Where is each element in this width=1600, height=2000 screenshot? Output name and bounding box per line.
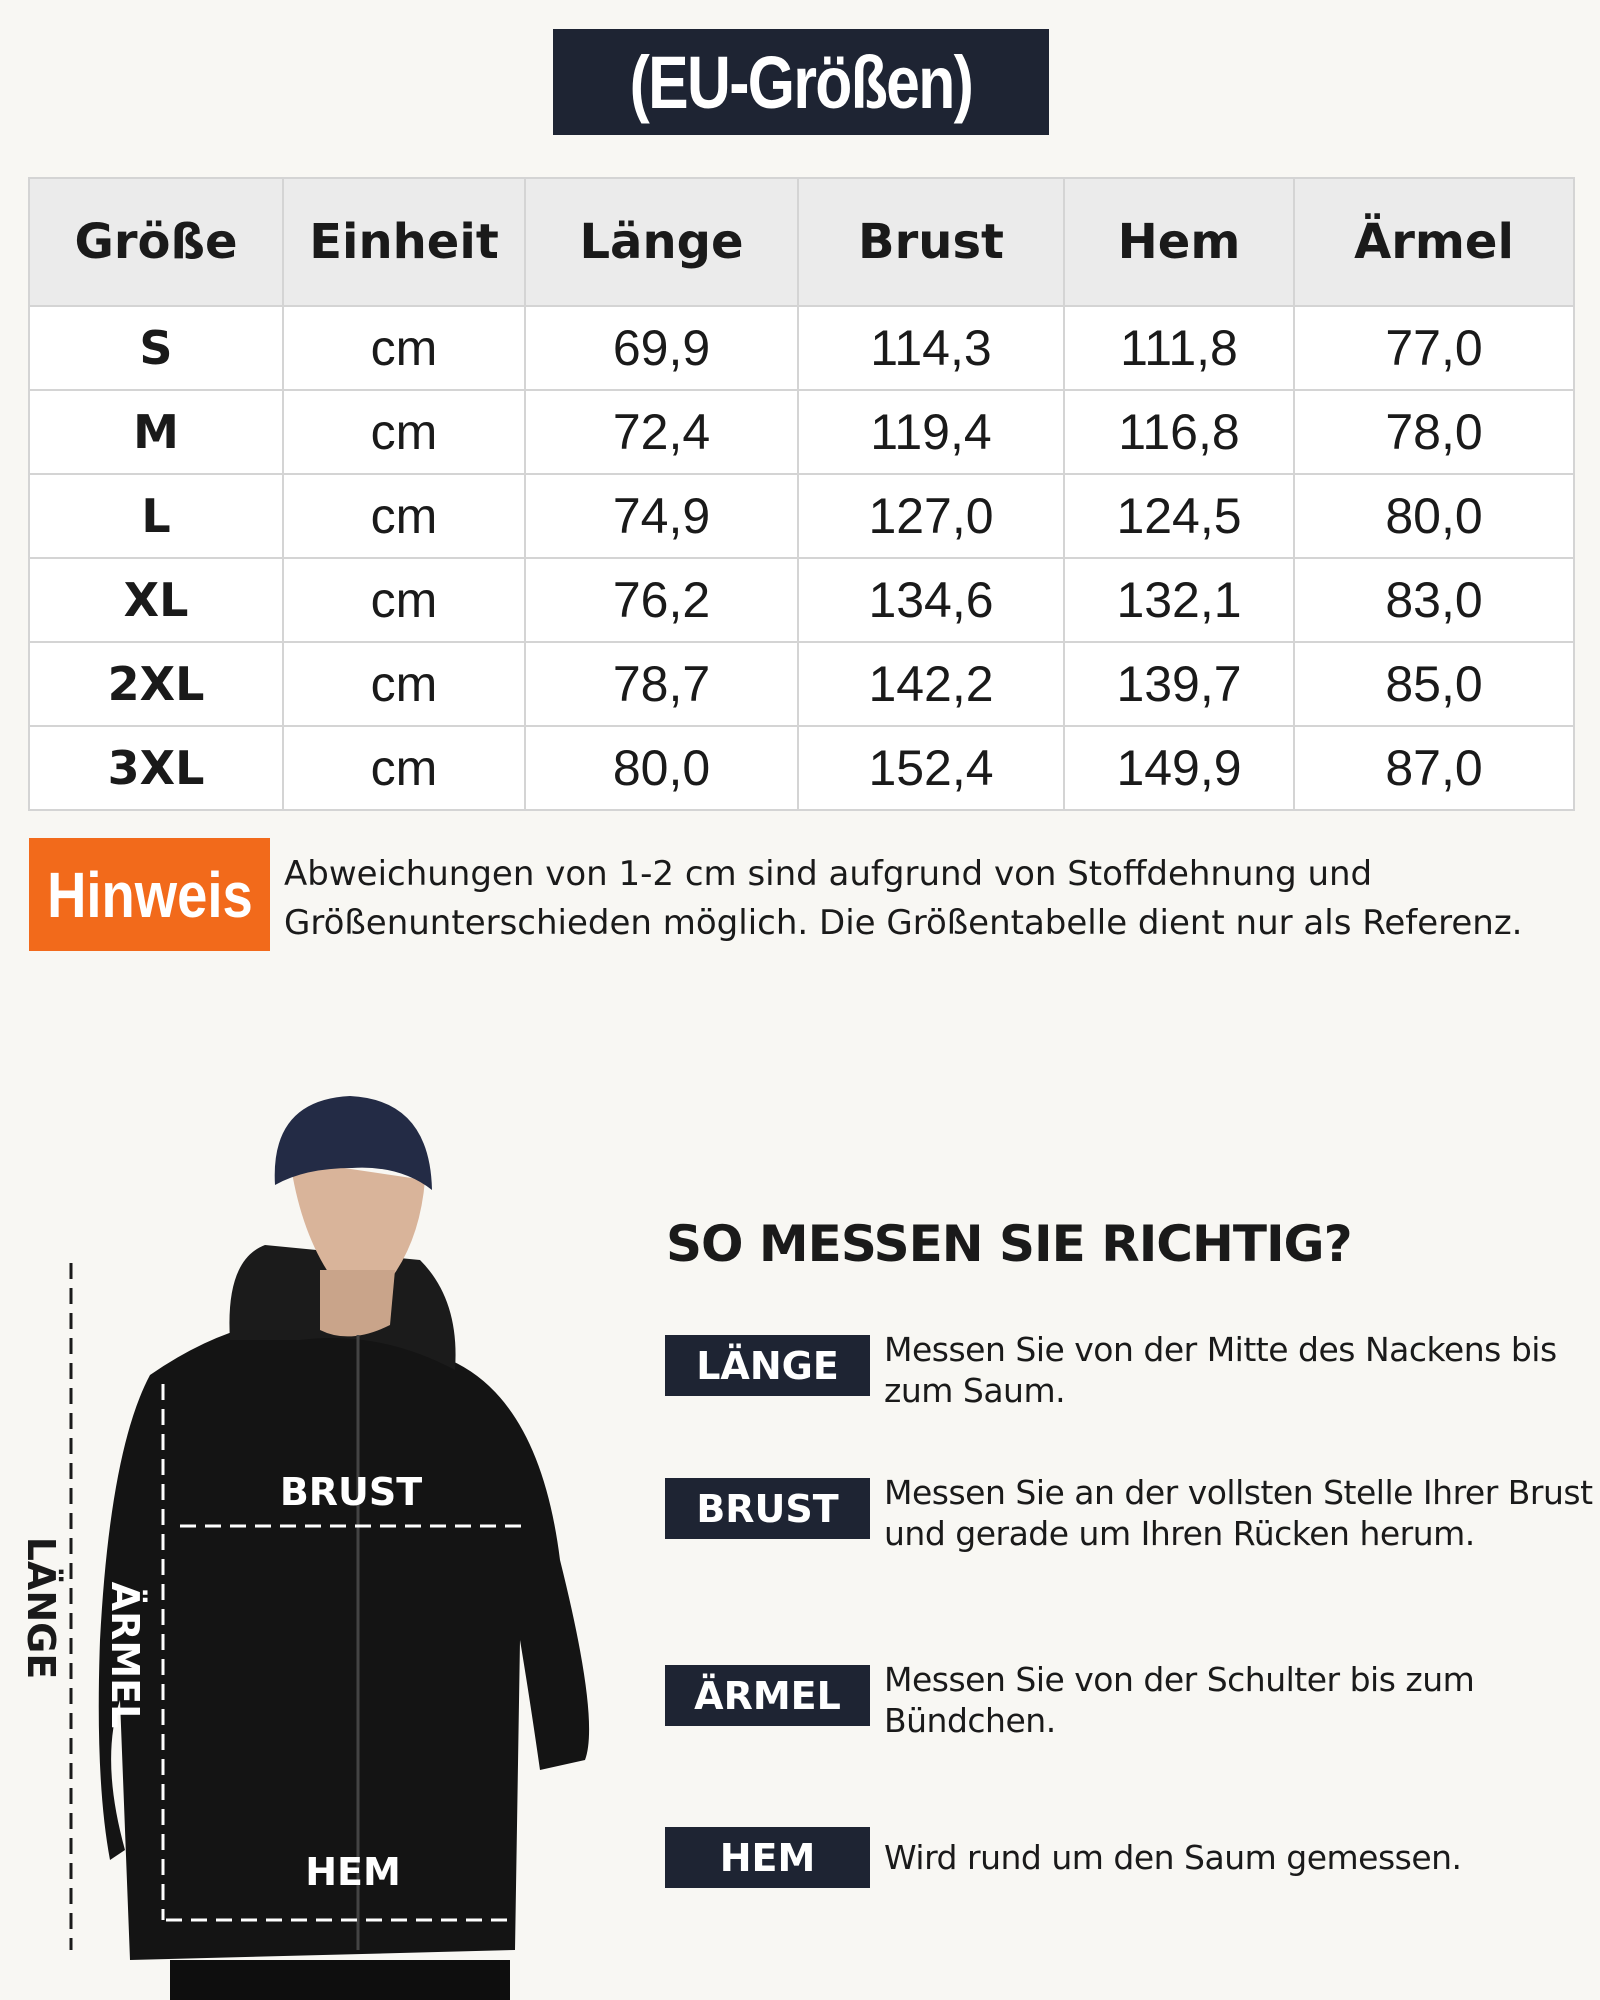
note-badge: Hinweis [29, 838, 270, 951]
size-cell: S [28, 305, 284, 391]
table-cell: cm [282, 641, 526, 727]
brust-label: BRUST [280, 1470, 422, 1514]
table-cell: 134,6 [797, 557, 1065, 643]
jacket-figure: BRUST HEM LÄNGE ÄRMEL [19, 1096, 590, 2000]
size-cell: M [28, 389, 284, 475]
aermel-label: ÄRMEL [103, 1582, 147, 1729]
table-cell: 80,0 [1293, 473, 1575, 559]
jacket [98, 1320, 590, 1960]
column-header: Größe [28, 177, 284, 307]
table-cell: 127,0 [797, 473, 1065, 559]
table-cell: cm [282, 305, 526, 391]
note-label: Hinweis [46, 858, 253, 931]
table-cell: 124,5 [1063, 473, 1295, 559]
table-cell: 142,2 [797, 641, 1065, 727]
column-header: Hem [1063, 177, 1295, 307]
table-cell: 78,7 [524, 641, 799, 727]
header-row: Größe Einheit Länge Brust Hem Ärmel [28, 177, 1575, 307]
table-cell: 149,9 [1063, 725, 1295, 811]
table-cell: 76,2 [524, 557, 799, 643]
table-row: 2XL cm 78,7 142,2 139,7 85,0 [28, 641, 1575, 727]
title: (EU-Größen) [629, 40, 974, 124]
table-cell: 116,8 [1063, 389, 1295, 475]
column-header: Einheit [282, 177, 526, 307]
face [290, 1160, 425, 1289]
beanie [274, 1096, 432, 1190]
table-cell: 85,0 [1293, 641, 1575, 727]
size-cell: XL [28, 557, 284, 643]
column-header: Ärmel [1293, 177, 1575, 307]
table-cell: 72,4 [524, 389, 799, 475]
table-cell: 74,9 [524, 473, 799, 559]
table-cell: cm [282, 473, 526, 559]
guide-text: Messen Sie von der Mitte des Nackens bis… [884, 1330, 1557, 1410]
guide-label: BRUST [665, 1478, 870, 1539]
table-cell: 83,0 [1293, 557, 1575, 643]
trousers [170, 1960, 510, 2000]
table-cell: cm [282, 725, 526, 811]
guide-text: Messen Sie von der Schulter bis zum Bünd… [884, 1660, 1475, 1740]
table-row: XL cm 76,2 134,6 132,1 83,0 [28, 557, 1575, 643]
table-cell: 139,7 [1063, 641, 1295, 727]
table-cell: 132,1 [1063, 557, 1295, 643]
guide-title: SO MESSEN SIE RICHTIG? [666, 1215, 1353, 1273]
guide-label: HEM [665, 1827, 870, 1888]
size-cell: L [28, 473, 284, 559]
table-cell: 152,4 [797, 725, 1065, 811]
table-cell: 114,3 [797, 305, 1065, 391]
table-row: 3XL cm 80,0 152,4 149,9 87,0 [28, 725, 1575, 811]
note-text: Abweichungen von 1-2 cm sind aufgrund vo… [284, 854, 1523, 943]
column-header: Brust [797, 177, 1065, 307]
neck [320, 1270, 395, 1337]
size-cell: 2XL [28, 641, 284, 727]
table-cell: 87,0 [1293, 725, 1575, 811]
table-cell: 119,4 [797, 389, 1065, 475]
column-header: Länge [524, 177, 799, 307]
title-banner: (EU-Größen) [553, 29, 1049, 135]
table-cell: cm [282, 557, 526, 643]
table-cell: 77,0 [1293, 305, 1575, 391]
size-cell: 3XL [28, 725, 284, 811]
guide-text: Messen Sie an der vollsten Stelle Ihrer … [884, 1473, 1593, 1553]
guide-label: ÄRMEL [665, 1665, 870, 1726]
laenge-label: LÄNGE [19, 1537, 63, 1680]
guide-text: Wird rund um den Saum gemessen. [884, 1838, 1462, 1877]
guide-label: LÄNGE [665, 1335, 870, 1396]
table-cell: cm [282, 389, 526, 475]
hem-label: HEM [305, 1850, 401, 1894]
table-cell: 80,0 [524, 725, 799, 811]
table-cell: 111,8 [1063, 305, 1295, 391]
table-cell: 69,9 [524, 305, 799, 391]
table-cell: 78,0 [1293, 389, 1575, 475]
